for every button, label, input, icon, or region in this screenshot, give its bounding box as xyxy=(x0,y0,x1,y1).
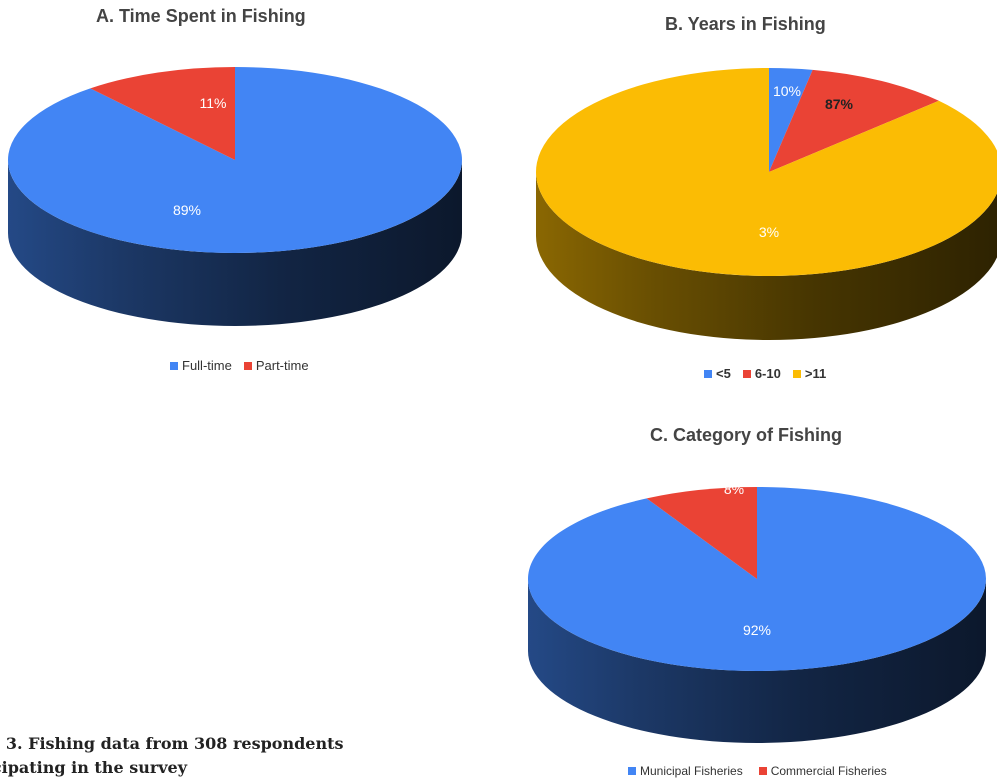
slice-label-0-1: 11% xyxy=(200,95,227,111)
slice-label-1-0: 3% xyxy=(759,224,779,240)
slice-label-0-0: 89% xyxy=(173,202,201,218)
chart-b-title: B. Years in Fishing xyxy=(665,14,826,34)
pie-2: 92% 8% xyxy=(528,481,987,743)
pie-slice-1-2 xyxy=(536,68,997,276)
legend-swatch xyxy=(628,767,636,775)
legend-label: Full-time xyxy=(182,358,232,373)
pie-side-1-2 xyxy=(536,172,997,340)
pie-side-2-0 xyxy=(528,579,986,743)
chart-c-title: C. Category of Fishing xyxy=(650,425,843,445)
slice-label-2-0: 92% xyxy=(743,622,771,638)
pie-slice-2-0 xyxy=(528,487,987,672)
chart-a-title: A. Time Spent in Fishing xyxy=(96,6,306,26)
legend-swatch xyxy=(243,361,252,370)
slice-label-1-1: 10% xyxy=(773,83,801,99)
chart-c-legend: Municipal Fisheries Commercial Fisheries xyxy=(628,764,887,778)
pie-slice-0-1 xyxy=(90,67,236,160)
legend-label: <5 xyxy=(716,366,731,381)
legend-item-gt11: >11 xyxy=(792,366,827,381)
chart-b-legend: <5 6-10 >11 xyxy=(704,366,826,381)
pie-slice-2-1 xyxy=(646,487,757,579)
legend-swatch xyxy=(792,369,801,378)
legend-item-municipal: Municipal Fisheries xyxy=(628,764,743,778)
legend-item-commercial: Commercial Fisheries xyxy=(758,764,887,778)
slice-label-2-1: 8% xyxy=(724,481,744,497)
legend-swatch xyxy=(742,369,751,378)
chart-a-legend: Full-time Part-time xyxy=(170,358,309,373)
pie-slice-1-1 xyxy=(769,69,939,172)
legend-label: Municipal Fisheries xyxy=(640,764,743,778)
pie-0: 89% 11% xyxy=(7,67,463,326)
slice-label-1-2: 87% xyxy=(825,96,854,112)
legend-swatch xyxy=(170,361,178,370)
legend-label: Part-time xyxy=(255,358,309,373)
legend-label: >11 xyxy=(804,366,827,381)
legend-item-lt5: <5 xyxy=(704,366,731,381)
legend-swatch xyxy=(758,767,767,775)
pie-slice-1-0 xyxy=(769,68,813,172)
legend-item-full-time: Full-time xyxy=(170,358,232,373)
pie-side-0-0 xyxy=(8,160,462,326)
legend-item-6-10: 6-10 xyxy=(742,366,781,381)
figure-caption: ure 3. Fishing data from 308 respondents… xyxy=(0,734,344,777)
pie-1: 3% 10% 87% xyxy=(536,68,997,340)
legend-swatch xyxy=(704,369,712,378)
legend-item-part-time: Part-time xyxy=(243,358,309,373)
legend-label: 6-10 xyxy=(754,366,781,381)
legend-label: Commercial Fisheries xyxy=(770,764,887,778)
